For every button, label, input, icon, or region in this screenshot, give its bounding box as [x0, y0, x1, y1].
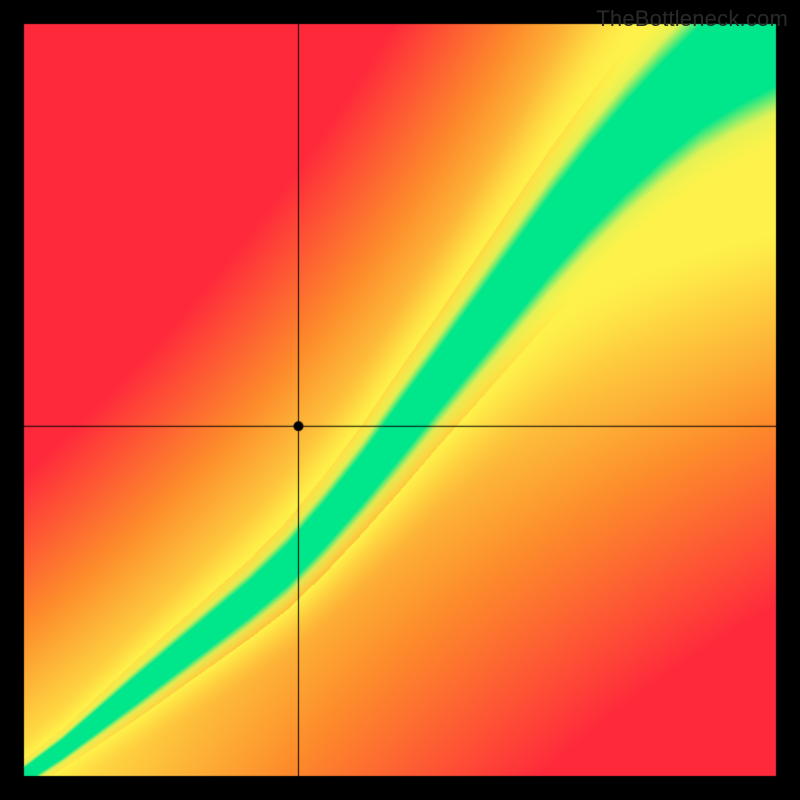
chart-container: TheBottleneck.com: [0, 0, 800, 800]
heatmap-canvas: [0, 0, 800, 800]
watermark-text: TheBottleneck.com: [596, 6, 788, 32]
